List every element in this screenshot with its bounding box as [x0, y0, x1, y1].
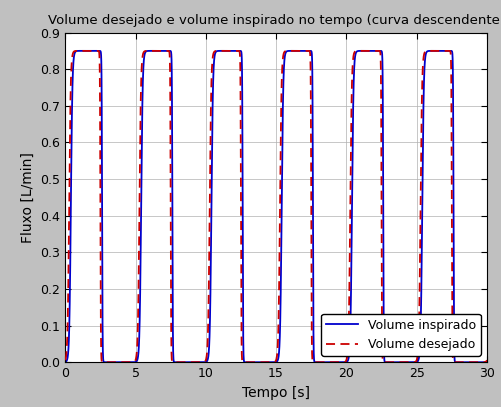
- Volume desejado: [108, 360, 114, 365]
- Volume desejado: [90, 48, 96, 53]
- Volume desejado: [246, 360, 252, 365]
- Volume desejado: [154, 48, 160, 53]
- Volume desejado: [285, 48, 291, 53]
- Volume inspirado: [92, 48, 98, 53]
- Volume desejado: [62, 358, 68, 363]
- Volume desejado: [483, 358, 489, 363]
- Volume inspirado: [248, 360, 254, 365]
- Title: Volume desejado e volume inspirado no tempo (curva descendente): Volume desejado e volume inspirado no te…: [48, 14, 501, 27]
- Legend: Volume inspirado, Volume desejado: Volume inspirado, Volume desejado: [321, 314, 480, 356]
- Volume inspirado: [108, 360, 114, 365]
- Volume inspirado: [163, 48, 169, 53]
- Volume desejado: [427, 48, 433, 53]
- Line: Volume inspirado: Volume inspirado: [65, 51, 486, 362]
- Volume inspirado: [62, 359, 68, 364]
- Volume inspirado: [154, 48, 160, 53]
- X-axis label: Tempo [s]: Tempo [s]: [241, 386, 310, 400]
- Volume inspirado: [483, 359, 489, 364]
- Y-axis label: Fluxo [L/min]: Fluxo [L/min]: [21, 152, 35, 243]
- Volume inspirado: [285, 48, 291, 53]
- Volume inspirado: [76, 48, 82, 53]
- Line: Volume desejado: Volume desejado: [65, 51, 486, 362]
- Volume desejado: [163, 48, 169, 53]
- Volume inspirado: [427, 48, 433, 53]
- Volume desejado: [76, 48, 82, 53]
